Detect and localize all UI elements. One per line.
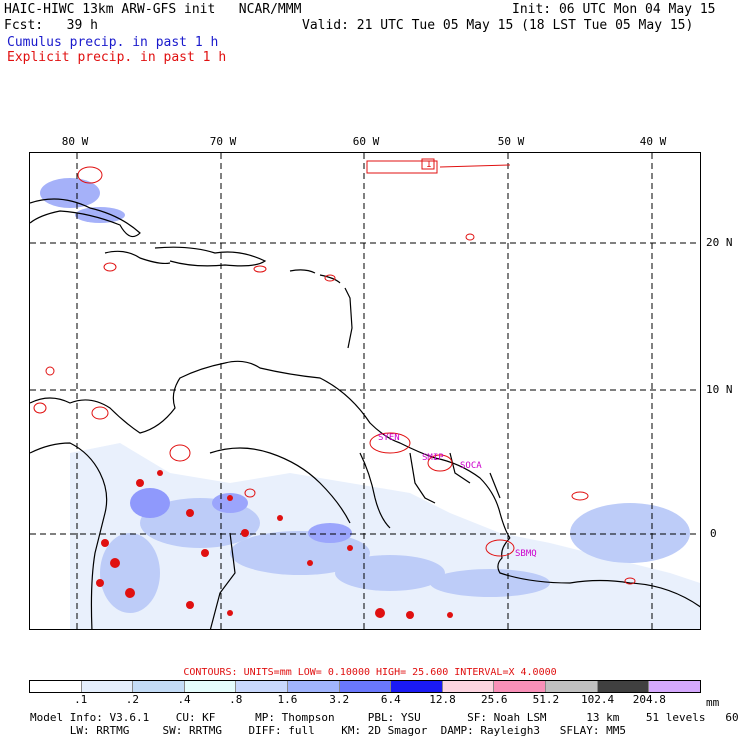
cumulus-precip-area — [40, 178, 700, 629]
color-scale-swatch — [288, 681, 340, 692]
color-scale-label: 12.8 — [429, 693, 456, 706]
color-scale-label: 3.2 — [329, 693, 350, 706]
color-scale-swatch — [236, 681, 289, 692]
color-scale-label: 6.4 — [380, 693, 401, 706]
color-scale-swatch — [597, 681, 650, 692]
color-scale-swatch — [391, 681, 443, 692]
lat-label: 10 N — [706, 383, 733, 396]
color-scale-label: 204.8 — [632, 693, 666, 706]
color-scale-swatch — [442, 681, 495, 692]
valid-time: Valid: 21 UTC Tue 05 May 15 (18 LST Tue … — [302, 18, 694, 33]
color-scale-label: .8 — [229, 693, 243, 706]
units-label: mm — [706, 696, 720, 709]
color-scale-swatch — [133, 681, 185, 692]
precip-map: SYEN SMIP SOCA SBMQ 1 — [29, 152, 701, 630]
explicit-precip-contours — [33, 158, 636, 585]
lon-label: 50 W — [497, 135, 525, 148]
lon-label: 40 W — [639, 135, 667, 148]
heavy-precip-cells — [96, 470, 453, 619]
box-label: 1 — [426, 160, 432, 170]
map-canvas — [30, 153, 700, 629]
color-scale-swatch — [81, 681, 134, 692]
station-label: SBMQ — [515, 549, 537, 559]
color-scale-swatch — [546, 681, 598, 692]
explicit-legend: Explicit precip. in past 1 h — [7, 50, 227, 65]
contours-info: CONTOURS: UNITS=mm LOW= 0.10000 HIGH= 25… — [183, 667, 557, 678]
color-scale — [29, 680, 701, 693]
station-label: SYEN — [378, 433, 400, 443]
cumulus-legend: Cumulus precip. in past 1 h — [7, 35, 219, 50]
model-title: HAIC-HIWC 13km ARW-GFS init NCAR/MMM — [4, 2, 302, 17]
lon-label: 80 W — [61, 135, 89, 148]
init-time: Init: 06 UTC Mon 04 May 15 — [512, 2, 716, 17]
coastlines — [30, 198, 700, 629]
forecast-hour: Fcst: 39 h — [4, 18, 98, 33]
lon-label: 70 W — [209, 135, 237, 148]
lat-label: 0 — [710, 527, 717, 540]
physics-info-line: LW: RRTMG SW: RRTMG DIFF: full KM: 2D Sm… — [30, 724, 627, 737]
color-scale-label: 51.2 — [532, 693, 560, 706]
color-scale-swatch — [339, 681, 392, 692]
color-scale-label: .1 — [74, 693, 88, 706]
color-scale-label: 102.4 — [581, 693, 615, 706]
color-scale-swatch — [184, 681, 237, 692]
color-scale-label: 25.6 — [480, 693, 508, 706]
color-scale-swatch — [494, 681, 547, 692]
station-label: SMIP — [422, 453, 444, 463]
color-scale-label: .2 — [125, 693, 139, 706]
lat-lon-grid — [30, 153, 700, 629]
color-scale-swatch — [30, 681, 82, 692]
lat-label: 20 N — [706, 236, 733, 249]
model-info-line: Model Info: V3.6.1 CU: KF MP: Thompson P… — [30, 711, 740, 724]
color-scale-swatch — [649, 681, 700, 692]
color-scale-label: .4 — [177, 693, 191, 706]
color-scale-label: 1.6 — [277, 693, 298, 706]
lon-label: 60 W — [352, 135, 380, 148]
station-label: SOCA — [460, 461, 482, 471]
